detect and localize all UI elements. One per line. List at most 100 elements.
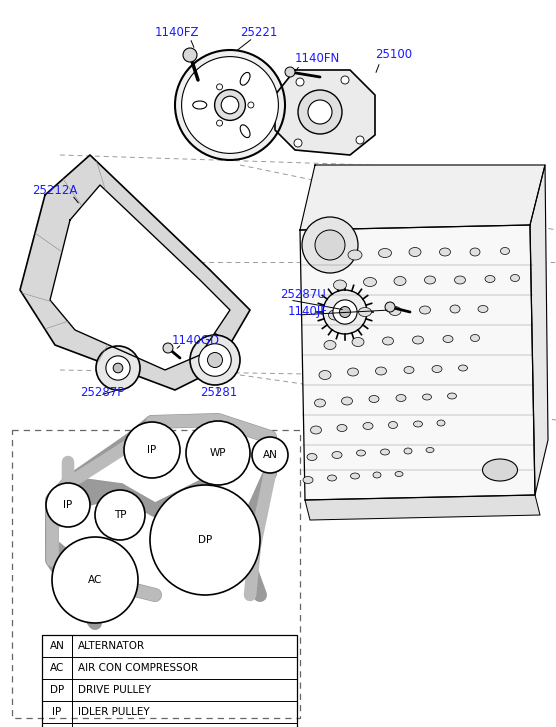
Ellipse shape bbox=[483, 459, 518, 481]
Text: 25212A: 25212A bbox=[32, 183, 77, 196]
Circle shape bbox=[294, 139, 302, 147]
Text: 1140GD: 1140GD bbox=[172, 334, 220, 347]
Circle shape bbox=[175, 50, 285, 160]
Ellipse shape bbox=[363, 422, 373, 430]
Circle shape bbox=[124, 422, 180, 478]
Ellipse shape bbox=[439, 248, 450, 256]
Polygon shape bbox=[300, 165, 545, 230]
Circle shape bbox=[182, 57, 279, 153]
Text: IDLER PULLEY: IDLER PULLEY bbox=[78, 707, 150, 717]
Ellipse shape bbox=[426, 448, 434, 452]
Text: IP: IP bbox=[63, 500, 73, 510]
Circle shape bbox=[302, 217, 358, 273]
Ellipse shape bbox=[424, 276, 435, 284]
Ellipse shape bbox=[240, 125, 250, 137]
Ellipse shape bbox=[359, 308, 371, 316]
Circle shape bbox=[308, 100, 332, 124]
Ellipse shape bbox=[356, 450, 365, 456]
Circle shape bbox=[333, 300, 357, 324]
Ellipse shape bbox=[375, 367, 386, 375]
Ellipse shape bbox=[307, 454, 317, 460]
Ellipse shape bbox=[240, 73, 250, 85]
Ellipse shape bbox=[485, 276, 495, 283]
Text: IP: IP bbox=[147, 445, 157, 455]
Ellipse shape bbox=[454, 276, 465, 284]
Text: 25100: 25100 bbox=[375, 49, 412, 62]
Circle shape bbox=[106, 356, 130, 380]
Ellipse shape bbox=[352, 337, 364, 347]
Circle shape bbox=[248, 102, 254, 108]
Circle shape bbox=[285, 67, 295, 77]
Ellipse shape bbox=[334, 280, 346, 290]
Circle shape bbox=[341, 76, 349, 84]
Text: 25287P: 25287P bbox=[80, 387, 124, 400]
Ellipse shape bbox=[350, 473, 360, 479]
Text: 25221: 25221 bbox=[240, 25, 277, 39]
Circle shape bbox=[252, 437, 288, 473]
Circle shape bbox=[96, 346, 140, 390]
Ellipse shape bbox=[470, 248, 480, 256]
Ellipse shape bbox=[332, 451, 342, 459]
Circle shape bbox=[215, 89, 245, 121]
Ellipse shape bbox=[303, 476, 313, 483]
Text: AN: AN bbox=[49, 641, 64, 651]
Polygon shape bbox=[275, 70, 375, 155]
Circle shape bbox=[150, 485, 260, 595]
Ellipse shape bbox=[409, 247, 421, 257]
Text: 1140JF: 1140JF bbox=[288, 305, 328, 318]
Text: 1140FZ: 1140FZ bbox=[155, 25, 200, 39]
Text: DRIVE PULLEY: DRIVE PULLEY bbox=[78, 685, 151, 695]
Text: ALTERNATOR: ALTERNATOR bbox=[78, 641, 145, 651]
Ellipse shape bbox=[437, 420, 445, 426]
Ellipse shape bbox=[380, 449, 390, 455]
Ellipse shape bbox=[510, 275, 519, 281]
Ellipse shape bbox=[329, 310, 341, 320]
Text: AN: AN bbox=[262, 450, 277, 460]
Ellipse shape bbox=[193, 101, 207, 109]
Circle shape bbox=[95, 490, 145, 540]
Ellipse shape bbox=[500, 247, 509, 254]
Circle shape bbox=[183, 48, 197, 62]
Circle shape bbox=[216, 120, 222, 126]
Circle shape bbox=[207, 353, 222, 368]
Ellipse shape bbox=[373, 472, 381, 478]
Text: IP: IP bbox=[52, 707, 62, 717]
Ellipse shape bbox=[450, 305, 460, 313]
Circle shape bbox=[315, 230, 345, 260]
Ellipse shape bbox=[327, 475, 336, 481]
Text: 1140FN: 1140FN bbox=[295, 52, 340, 65]
Ellipse shape bbox=[395, 472, 403, 476]
Ellipse shape bbox=[414, 421, 423, 427]
Text: AC: AC bbox=[88, 575, 102, 585]
Ellipse shape bbox=[396, 395, 406, 401]
Circle shape bbox=[385, 302, 395, 312]
Ellipse shape bbox=[341, 397, 353, 405]
Ellipse shape bbox=[404, 366, 414, 374]
Ellipse shape bbox=[379, 249, 391, 257]
Circle shape bbox=[190, 335, 240, 385]
Ellipse shape bbox=[315, 399, 325, 407]
Ellipse shape bbox=[348, 368, 359, 376]
Circle shape bbox=[113, 364, 123, 373]
Ellipse shape bbox=[443, 335, 453, 342]
Ellipse shape bbox=[394, 276, 406, 286]
Circle shape bbox=[340, 307, 350, 318]
Ellipse shape bbox=[389, 422, 398, 428]
Ellipse shape bbox=[448, 393, 456, 399]
Polygon shape bbox=[20, 155, 250, 390]
Circle shape bbox=[298, 90, 342, 134]
Circle shape bbox=[323, 290, 367, 334]
Text: AIR CON COMPRESSOR: AIR CON COMPRESSOR bbox=[78, 663, 198, 673]
Text: WP: WP bbox=[210, 448, 226, 458]
Circle shape bbox=[296, 78, 304, 86]
Circle shape bbox=[186, 421, 250, 485]
Ellipse shape bbox=[404, 448, 412, 454]
Text: 25281: 25281 bbox=[200, 387, 237, 400]
Ellipse shape bbox=[324, 340, 336, 350]
Ellipse shape bbox=[383, 337, 394, 345]
Polygon shape bbox=[305, 495, 540, 520]
Circle shape bbox=[216, 84, 222, 90]
Text: DP: DP bbox=[50, 685, 64, 695]
Ellipse shape bbox=[470, 334, 479, 342]
Ellipse shape bbox=[423, 394, 431, 400]
